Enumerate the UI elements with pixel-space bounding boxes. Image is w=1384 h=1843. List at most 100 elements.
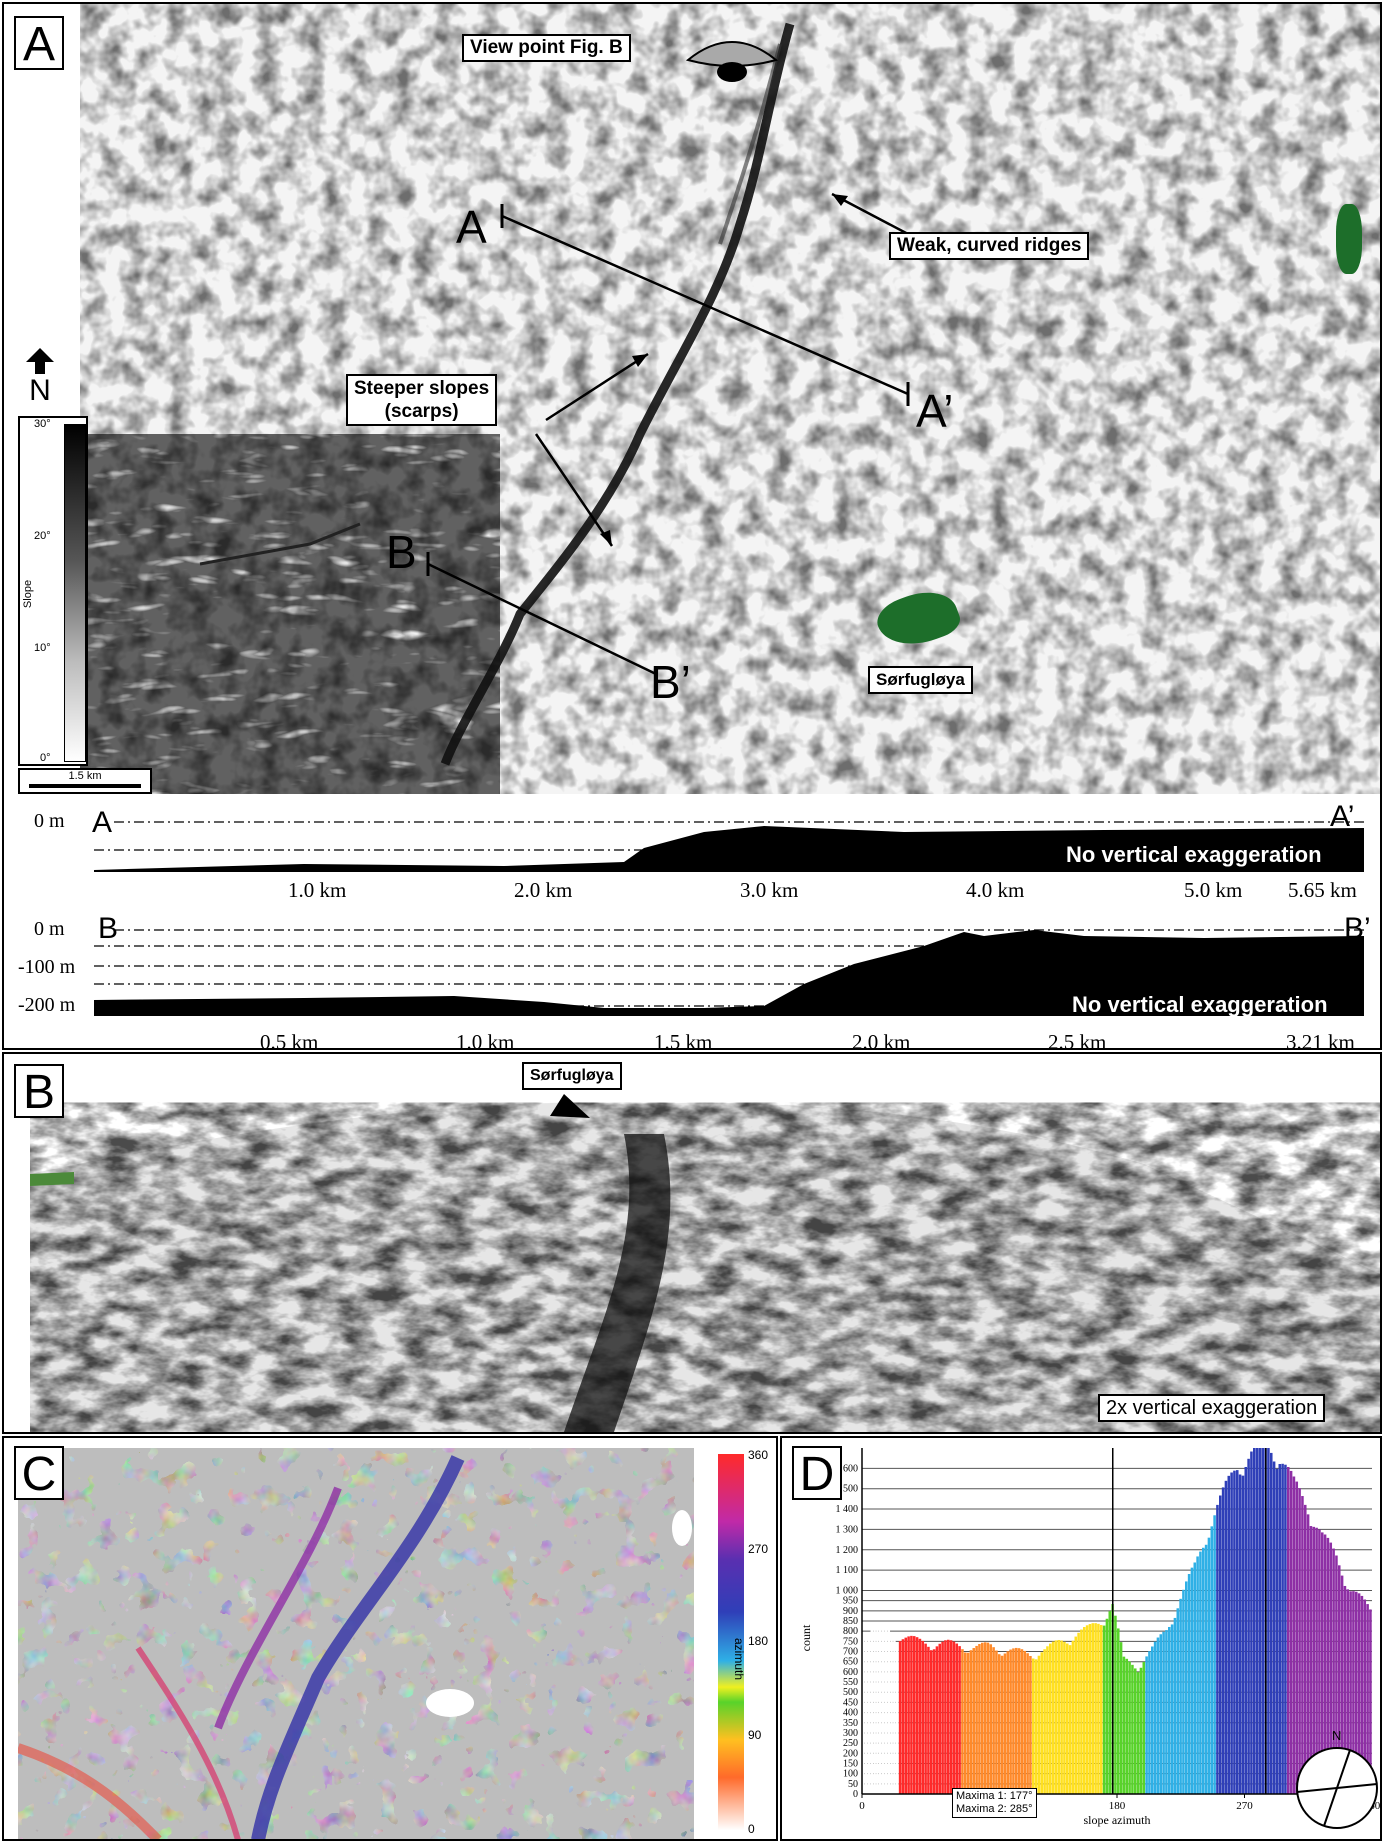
island-shape-east: [1336, 204, 1362, 274]
panel-a-letter: A: [14, 16, 64, 71]
histogram-bar: [981, 1642, 984, 1794]
histogram-bar: [1131, 1664, 1134, 1794]
panel-b-letter: B: [14, 1064, 64, 1119]
histogram-bar: [1332, 1548, 1335, 1794]
profile-a-chart: [94, 821, 1364, 872]
histogram-bar: [978, 1643, 981, 1794]
histogram-bar: [1117, 1628, 1120, 1794]
histogram-bar: [1153, 1641, 1157, 1794]
histogram-bar: [927, 1646, 930, 1794]
histogram-bar: [1094, 1623, 1097, 1794]
slope-tick-20: 20°: [34, 530, 51, 542]
histogram-bar: [1085, 1625, 1089, 1794]
histogram-bar: [1272, 1461, 1276, 1794]
histogram-bar: [1179, 1598, 1182, 1794]
histogram-bar: [1066, 1643, 1069, 1794]
panel-c-letter: C: [14, 1446, 64, 1501]
histogram-bar: [1261, 1448, 1265, 1794]
slope-legend-gradient: [64, 424, 86, 762]
slope-legend-title: Slope: [22, 579, 35, 609]
histogram-bar: [862, 1639, 865, 1794]
y-tick-label: 100: [843, 1769, 858, 1780]
histogram-bar: [918, 1638, 922, 1794]
panel-d: 0 50 100 150 200 250 300 350 400 450 500 550 600 650 7…: [780, 1436, 1382, 1841]
histogram-bar: [1355, 1591, 1358, 1794]
histogram-bar: [1162, 1631, 1165, 1794]
histogram-bar: [1304, 1504, 1307, 1794]
histogram-bar: [1015, 1647, 1018, 1794]
histogram-bar: [1003, 1653, 1007, 1794]
histogram-bar: [998, 1654, 1001, 1794]
histogram-bar: [896, 1642, 899, 1794]
slope-legend: 30° 20° 10° 0° Slope: [18, 416, 88, 766]
histogram-bar: [867, 1632, 871, 1794]
histogram-bar: [1068, 1645, 1072, 1794]
histogram-bar: [1253, 1448, 1256, 1794]
histogram-bar: [1083, 1627, 1086, 1794]
histogram-bar: [1040, 1652, 1044, 1794]
y-tick-label: 1 400: [836, 1504, 859, 1515]
histogram-bar: [1366, 1604, 1369, 1794]
scale-bar-label: 1.5 km: [68, 770, 102, 782]
panel-b-exaggeration-label: 2x vertical exaggeration: [1098, 1394, 1326, 1422]
histogram-bar: [1170, 1624, 1174, 1794]
y-tick-label: 750: [843, 1636, 858, 1647]
histogram-bar: [1145, 1656, 1148, 1794]
histogram-bar: [1128, 1661, 1131, 1794]
histogram-bar: [1326, 1537, 1330, 1794]
profile-b-tick: 2.0 km: [852, 1030, 911, 1050]
histogram-bar: [864, 1635, 868, 1794]
histogram-bar: [1275, 1468, 1279, 1794]
view-point-label: View point Fig. B: [462, 34, 631, 62]
histogram-bar: [1009, 1649, 1012, 1794]
histogram-bar: [1349, 1591, 1352, 1794]
panel-a: A View point Fig. B Weak, curved ridges …: [2, 2, 1382, 1050]
histogram-bar: [890, 1633, 893, 1794]
profile-a-start-label: A: [456, 201, 487, 253]
histogram-bar: [915, 1637, 919, 1794]
x-tick-label: 180: [1109, 1800, 1126, 1812]
histogram-bar: [884, 1627, 888, 1794]
scarps-label-line2: (scarps): [384, 401, 459, 422]
histogram-bar: [1352, 1591, 1355, 1794]
histogram-bar: [1049, 1643, 1052, 1794]
y-tick-label: 500: [843, 1687, 858, 1698]
histogram-bar: [1233, 1470, 1236, 1794]
histogram-bar: [901, 1639, 905, 1794]
histogram-bar: [930, 1650, 933, 1794]
histogram-bar: [1074, 1636, 1078, 1794]
histogram-bar: [1255, 1448, 1259, 1794]
histogram-bar: [1335, 1555, 1338, 1794]
histogram-bar: [1032, 1658, 1035, 1794]
panel-b-3d-view: [30, 1094, 1380, 1432]
histogram-bar: [947, 1639, 950, 1794]
north-arrow-icon: [26, 348, 54, 374]
histogram-bar: [1100, 1625, 1103, 1794]
histogram-bar: [1321, 1532, 1324, 1794]
histogram-bar: [1289, 1470, 1293, 1794]
profile-a-ticks: 1.0 km 2.0 km 3.0 km 4.0 km 5.0 km 5.65 …: [4, 878, 1380, 908]
histogram-bar: [1270, 1452, 1273, 1794]
histogram-bar: [1363, 1599, 1367, 1794]
histogram-bar: [1136, 1672, 1140, 1794]
histogram-bar: [972, 1648, 976, 1794]
histogram-bar: [1168, 1626, 1171, 1794]
panel-d-letter: D: [792, 1446, 842, 1501]
profile-b-tick: 1.0 km: [456, 1030, 515, 1050]
y-tick-label: 1 300: [836, 1524, 859, 1535]
y-tick-label: 0: [853, 1789, 858, 1800]
profile-b-end-label: B’: [650, 656, 691, 708]
histogram-bar: [1057, 1639, 1061, 1794]
profile-a-tick: 4.0 km: [966, 878, 1025, 902]
histogram-bar: [1292, 1476, 1296, 1794]
histogram-bar: [1176, 1608, 1180, 1794]
y-tick-label: 300: [843, 1728, 858, 1739]
y-tick-label: 600: [843, 1667, 858, 1678]
histogram-bar: [1309, 1526, 1313, 1794]
histogram-bar: [1173, 1617, 1177, 1794]
histogram-bar: [992, 1647, 995, 1794]
slope-tick-10: 10°: [34, 642, 51, 654]
scarps-arrows: [534, 352, 649, 547]
colorbar-tick-180: 180: [748, 1634, 769, 1648]
north-label: N: [29, 374, 51, 407]
